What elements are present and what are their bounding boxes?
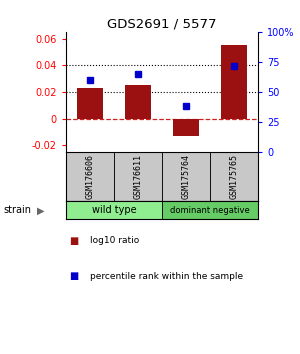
Text: ▶: ▶: [37, 205, 44, 216]
Text: ■: ■: [69, 236, 78, 246]
Bar: [114, 152, 162, 201]
Text: GSM176611: GSM176611: [134, 154, 142, 199]
Text: strain: strain: [3, 205, 31, 216]
Text: wild type: wild type: [92, 205, 136, 216]
Bar: [173, 119, 199, 136]
Bar: [221, 45, 247, 119]
Bar: [66, 201, 162, 219]
Bar: [125, 85, 151, 119]
Bar: [162, 152, 210, 201]
Bar: [66, 152, 114, 201]
Text: dominant negative: dominant negative: [170, 206, 250, 215]
Title: GDS2691 / 5577: GDS2691 / 5577: [107, 18, 217, 31]
Text: percentile rank within the sample: percentile rank within the sample: [90, 272, 243, 281]
Bar: [77, 88, 103, 119]
Text: log10 ratio: log10 ratio: [90, 236, 139, 245]
Text: GSM175764: GSM175764: [182, 154, 190, 199]
Text: GSM176606: GSM176606: [85, 154, 94, 199]
Bar: [210, 152, 258, 201]
Bar: [162, 201, 258, 219]
Text: GSM175765: GSM175765: [230, 154, 238, 199]
Text: ■: ■: [69, 271, 78, 281]
